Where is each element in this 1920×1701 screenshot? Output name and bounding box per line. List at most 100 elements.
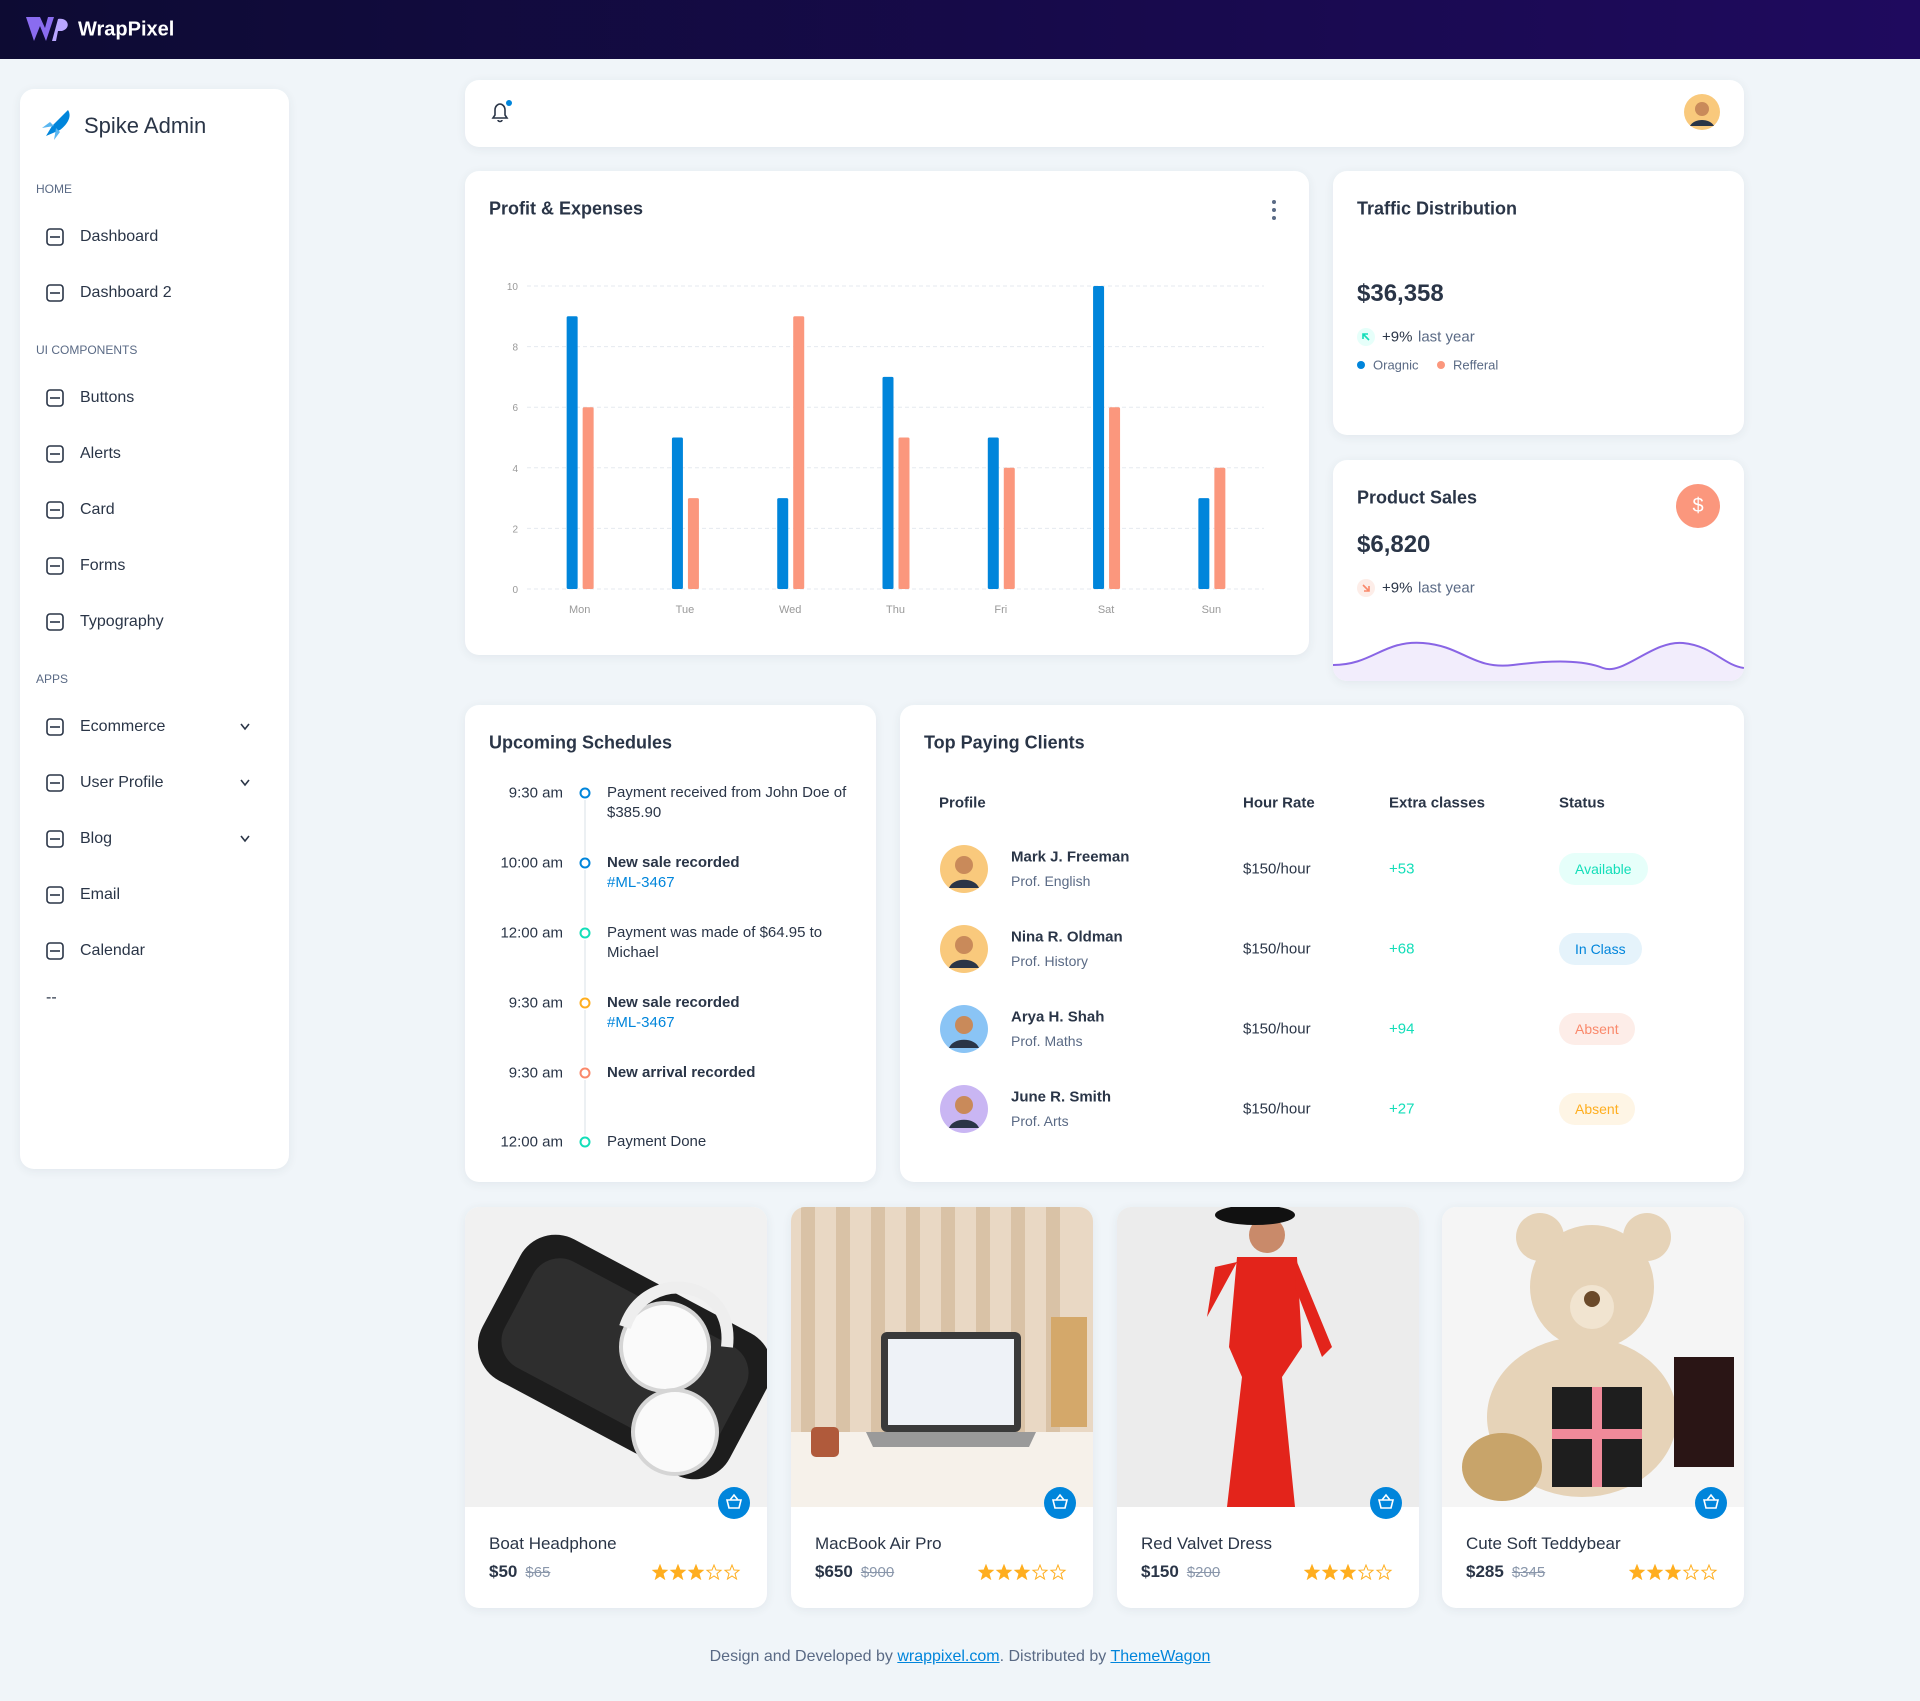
- client-role: Prof. History: [1011, 953, 1089, 969]
- timeline-dot: [579, 927, 591, 939]
- chevron: [240, 835, 250, 843]
- card-title: Traffic Distribution: [1357, 198, 1518, 219]
- star: [1013, 1564, 1031, 1580]
- x-tick-label: Sat: [1098, 604, 1115, 616]
- cart-button[interactable]: [1695, 1487, 1727, 1519]
- client-avatar: [940, 845, 988, 893]
- cart-button[interactable]: [1370, 1487, 1402, 1519]
- image-part: [1623, 1213, 1671, 1261]
- image-part: [836, 1207, 850, 1447]
- image-part: [1674, 1357, 1734, 1467]
- amount: $36,358: [1357, 280, 1444, 307]
- dot: [1272, 216, 1276, 220]
- top-bar: [0, 0, 1920, 59]
- client-name: Mark J. Freeman: [1011, 848, 1130, 866]
- nav-item[interactable]: Typography: [80, 613, 164, 630]
- submenu-chevron: [240, 779, 250, 787]
- product-price: $285: [1466, 1562, 1504, 1581]
- footer-text: Design and Developed by: [709, 1648, 893, 1665]
- sales-icon: $: [1676, 484, 1720, 528]
- kebab-menu[interactable]: [1266, 198, 1282, 222]
- card-title: Top Paying Clients: [924, 732, 1085, 753]
- wave-area: [1333, 642, 1744, 681]
- nav-item[interactable]: Email: [80, 886, 121, 903]
- footer-link[interactable]: wrappixel.com: [897, 1648, 1000, 1665]
- nav-icon: [46, 718, 64, 736]
- image-part: [1207, 1262, 1332, 1357]
- y-tick-label: 4: [512, 464, 518, 475]
- change-note: last year: [1418, 328, 1475, 346]
- avatar-body: [949, 959, 979, 968]
- client-name: Nina R. Oldman: [1011, 928, 1123, 946]
- product-card: [1442, 1207, 1744, 1608]
- nav-item[interactable]: User Profile: [80, 774, 164, 791]
- brand-logo: [26, 17, 68, 41]
- cart-button[interactable]: [1044, 1487, 1076, 1519]
- image-part: [1051, 1317, 1087, 1427]
- star: [978, 1564, 995, 1580]
- image-part: [1227, 1257, 1302, 1507]
- star: [1375, 1564, 1393, 1580]
- price-row: $150 $200: [1141, 1562, 1220, 1582]
- product-price: $150: [1141, 1562, 1179, 1581]
- avatar-face: [955, 1016, 973, 1034]
- icon-shape: [46, 774, 64, 792]
- nav-icon: [46, 613, 64, 631]
- user-avatar[interactable]: [1684, 94, 1720, 130]
- schedule-body: New sale recorded #ML-3467: [607, 853, 847, 893]
- client-rate: $150/hour: [1243, 940, 1311, 958]
- image-part: [1249, 1217, 1285, 1253]
- product-old-price: $200: [1186, 1564, 1221, 1581]
- avatar-body: [949, 1119, 979, 1128]
- bar: [566, 316, 578, 589]
- icon-shape: [46, 284, 64, 302]
- card-title: Upcoming Schedules: [489, 732, 673, 753]
- schedule-link[interactable]: #ML-3467: [607, 1014, 675, 1031]
- product-card: [465, 1207, 767, 1608]
- schedule-body: Payment was made of $64.95 to Michael: [607, 923, 847, 963]
- client-extra: +27: [1389, 1100, 1415, 1118]
- cart-button[interactable]: [718, 1487, 750, 1519]
- product-image: [1442, 1207, 1744, 1507]
- star: [705, 1564, 723, 1580]
- nav-item[interactable]: Dashboard: [80, 228, 159, 245]
- nav-item[interactable]: Calendar: [80, 942, 145, 959]
- y-tick-label: 6: [512, 403, 518, 414]
- rocket-fin: [42, 122, 60, 140]
- cart-bg: [1695, 1487, 1727, 1519]
- nav-icon: [46, 228, 64, 246]
- star: [1700, 1564, 1718, 1580]
- schedule-time: 10:00 am: [500, 854, 563, 872]
- nav-item[interactable]: Blog: [80, 830, 113, 847]
- star: [995, 1564, 1013, 1580]
- nav-icon: [46, 830, 64, 848]
- bell-icon[interactable]: [487, 100, 513, 126]
- product-price: $50: [489, 1562, 518, 1581]
- icon-shape: [46, 886, 64, 904]
- schedule-body: Payment received from John Doe of $385.9…: [607, 783, 847, 823]
- header-card: [465, 80, 1744, 147]
- nav-item[interactable]: Forms: [80, 557, 126, 574]
- nav-item[interactable]: Buttons: [80, 389, 135, 406]
- star: [1357, 1564, 1375, 1580]
- cart-bg: [718, 1487, 750, 1519]
- change-value: +9%: [1382, 328, 1413, 346]
- nav-item[interactable]: Ecommerce: [80, 718, 166, 735]
- price-row: $285 $345: [1466, 1562, 1545, 1582]
- icon-shape: [46, 718, 64, 736]
- column-header: Status: [1559, 794, 1605, 812]
- rating: [1629, 1564, 1718, 1580]
- bar: [1003, 467, 1015, 589]
- nav-item[interactable]: Alerts: [80, 445, 121, 462]
- star: [723, 1564, 741, 1580]
- timeline-dot: [579, 1067, 591, 1079]
- schedule-link[interactable]: #ML-3467: [607, 874, 675, 891]
- bell-shape: [491, 103, 509, 123]
- product-name: Red Valvet Dress: [1141, 1534, 1273, 1553]
- client-status: In Class: [1559, 933, 1642, 965]
- footer-link[interactable]: ThemeWagon: [1110, 1648, 1211, 1665]
- nav-item[interactable]: Card: [80, 501, 115, 518]
- notification-dot: [506, 100, 512, 106]
- schedule-time: 12:00 am: [500, 924, 563, 942]
- nav-item[interactable]: Dashboard 2: [80, 284, 172, 301]
